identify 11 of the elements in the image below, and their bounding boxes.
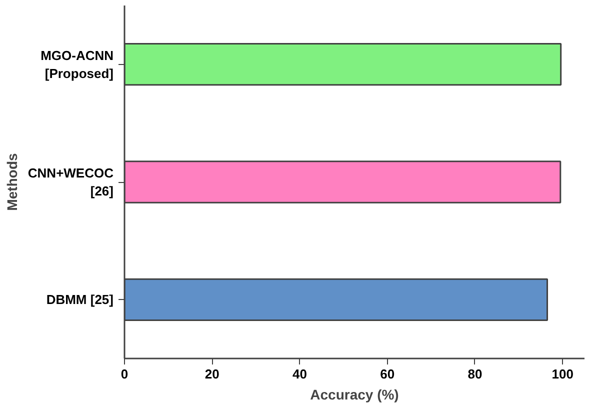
x-tick-label: 20 — [204, 366, 220, 382]
y-tick-label: DBMM [25] — [46, 292, 114, 308]
x-tick-label: 40 — [292, 366, 307, 382]
x-tick-label: 80 — [468, 366, 482, 382]
x-tick-label: 60 — [380, 366, 395, 382]
y-axis-title: Methods — [4, 153, 20, 211]
x-tick-label: 0 — [120, 366, 128, 382]
x-tick-label: 100 — [552, 366, 574, 382]
y-tick-label: CNN+WECOC [26] — [28, 166, 114, 198]
x-axis-title: Accuracy (%) — [310, 386, 399, 402]
y-tick-label: MGO-ACNN [Proposed] — [40, 48, 114, 81]
